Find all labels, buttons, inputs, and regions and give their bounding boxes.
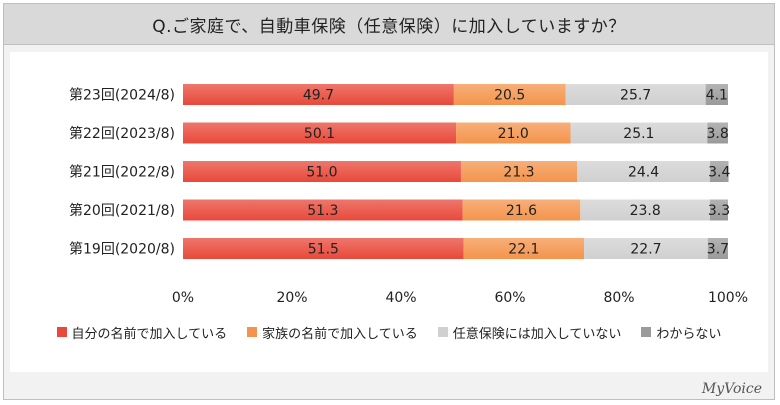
x-tick-label: 60% <box>494 290 525 306</box>
data-label: 21.3 <box>503 165 534 181</box>
data-label: 49.7 <box>303 88 334 104</box>
category-label: 第21回(2022/8) <box>69 164 175 181</box>
legend-label: わからない <box>656 326 722 342</box>
bar-segment <box>570 122 708 144</box>
bar-segment <box>565 84 706 105</box>
bar-segment <box>462 199 581 221</box>
data-label: 3.7 <box>707 242 729 258</box>
legend-swatch <box>437 327 448 337</box>
data-label: 22.7 <box>630 242 661 258</box>
data-label: 25.7 <box>620 88 651 104</box>
category-label: 第23回(2024/8) <box>69 87 175 104</box>
bar-segment <box>460 161 578 182</box>
bar-segment <box>183 199 463 221</box>
category-label: 第20回(2021/8) <box>69 202 175 219</box>
data-label: 51.0 <box>306 165 337 181</box>
x-tick-label: 20% <box>276 290 307 306</box>
legend-label: 自分の名前で加入している <box>71 326 228 342</box>
stacked-bar-chart: 第23回(2024/8) 49.7 20.5 25.7 4.1 第22回(2023/8) 5… <box>69 84 748 306</box>
bar-segment <box>183 161 461 182</box>
x-tick-label: 80% <box>603 290 634 306</box>
data-label: 20.5 <box>494 88 525 104</box>
bar-segment <box>584 238 708 259</box>
x-tick-label: 40% <box>385 290 416 306</box>
bar-segment <box>456 122 571 144</box>
bar-segment <box>453 84 566 105</box>
data-label: 3.4 <box>708 165 730 181</box>
title-band: Q.ご家庭で、自動車保険（任意保険）に加入していますか？ <box>3 3 775 45</box>
data-label: 22.1 <box>508 242 539 258</box>
data-label: 3.3 <box>708 203 730 219</box>
bar-segment <box>577 161 711 182</box>
legend-item: 自分の名前で加入している <box>56 323 228 342</box>
data-label: 4.1 <box>706 88 728 104</box>
legend: 自分の名前で加入している 家族の名前で加入している 任意保険には加入していない わから… <box>10 318 768 346</box>
data-label: 21.6 <box>506 203 537 219</box>
bar-segment <box>183 238 464 259</box>
data-label: 50.1 <box>304 126 335 142</box>
bar-segment <box>705 84 728 105</box>
bar-segment <box>707 122 728 144</box>
data-label: 21.0 <box>498 126 529 142</box>
data-label: 25.1 <box>623 126 654 142</box>
plot-area: 第23回(2024/8) 49.7 20.5 25.7 4.1 第22回(2023/8) 5… <box>10 52 768 372</box>
legend-swatch <box>56 327 67 337</box>
legend-label: 家族の名前で加入している <box>262 326 418 342</box>
bar-segment <box>710 199 728 221</box>
bar-segment <box>183 122 457 144</box>
data-label: 51.5 <box>308 242 339 258</box>
data-label: 24.4 <box>628 165 659 181</box>
legend-swatch <box>641 327 652 337</box>
data-label: 51.3 <box>307 203 338 219</box>
bar-segment <box>183 84 454 105</box>
x-tick-label: 100% <box>708 290 748 306</box>
bar-segment <box>707 238 728 259</box>
category-label: 第22回(2023/8) <box>69 125 175 142</box>
bar-segment <box>463 238 585 259</box>
bar-segment <box>580 199 711 221</box>
legend-label: 任意保険には加入していない <box>452 326 622 342</box>
chart-title: Q.ご家庭で、自動車保険（任意保険）に加入していますか？ <box>152 16 626 37</box>
legend-item: 任意保険には加入していない <box>437 323 622 342</box>
category-label: 第19回(2020/8) <box>69 241 175 258</box>
data-label: 23.8 <box>630 203 661 219</box>
x-tick-label: 0% <box>172 290 194 306</box>
legend-swatch <box>247 327 258 337</box>
myvoice-logo: MyVoice <box>701 381 762 397</box>
legend-item: 家族の名前で加入している <box>247 323 418 342</box>
bar-segment <box>710 161 729 182</box>
data-label: 3.8 <box>707 126 729 142</box>
legend-item: わからない <box>641 323 721 342</box>
